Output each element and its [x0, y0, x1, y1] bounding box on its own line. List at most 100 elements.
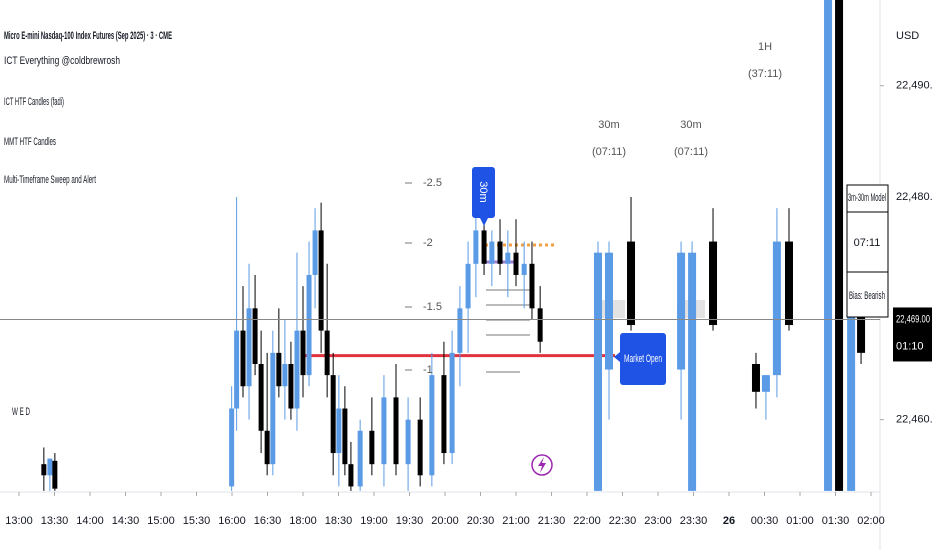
candle-body	[229, 408, 235, 487]
x-tick-label: 23:30	[680, 515, 708, 527]
candle-body	[252, 308, 258, 364]
x-tick-label: 13:00	[5, 515, 33, 527]
x-tick-label: 21:00	[502, 515, 530, 527]
candle-body	[294, 330, 300, 409]
fib-label: -1.5	[423, 301, 442, 313]
candle-body	[677, 252, 686, 370]
candle-body	[417, 419, 423, 476]
candle-body	[537, 308, 543, 342]
candle-body	[529, 263, 535, 309]
candle-body	[772, 241, 781, 376]
candle-body	[47, 458, 53, 476]
x-tick-label: 18:00	[289, 515, 317, 527]
candle-body	[605, 252, 614, 370]
callout-box	[472, 167, 495, 218]
candle-body	[393, 397, 399, 465]
candle-body	[497, 241, 503, 264]
candle-body	[627, 241, 636, 326]
indicator-label[interactable]: ICT Everything @coldbrewrosh	[4, 55, 120, 67]
timeframe-label: 30m	[598, 119, 619, 131]
lightning-icon	[538, 457, 546, 473]
x-tick-label: 15:30	[183, 515, 211, 527]
fib-label: -2	[423, 237, 433, 249]
candle-body	[594, 252, 603, 491]
table-title: 3m-30m Model	[848, 192, 886, 204]
timeframe-label: 1H	[758, 41, 772, 53]
callout-text: Market Open	[624, 353, 662, 365]
candle-body	[429, 375, 435, 476]
candle-body	[521, 263, 527, 275]
candle-body	[709, 241, 718, 326]
model-table	[846, 184, 889, 318]
callout-text: 30m	[477, 181, 489, 202]
candle-body	[336, 408, 342, 454]
indicator-label[interactable]: Multi-Timeframe Sweep and Alert	[4, 174, 96, 186]
fib-label: -2.5	[423, 177, 442, 189]
candle-body	[369, 430, 375, 465]
candle-body	[505, 252, 511, 264]
candle-body	[348, 464, 354, 487]
candle-body	[330, 375, 336, 454]
candle-body	[761, 375, 770, 392]
candle-body	[473, 230, 479, 264]
candle-body	[246, 308, 252, 387]
candle-body	[240, 330, 246, 387]
candle-body	[312, 230, 318, 275]
callout-pointer	[480, 218, 488, 226]
x-tick-label: 01:00	[786, 515, 814, 527]
y-tick-label: 22,460.00	[896, 414, 932, 426]
countdown: 01:10	[896, 340, 924, 352]
candle-body	[405, 419, 411, 465]
candle-body	[835, 0, 844, 491]
chart-title: Micro E-mini Nasdaq-100 Index Futures (S…	[4, 30, 172, 42]
indicator-label[interactable]: ICT HTF Candles (fadi)	[4, 96, 64, 108]
table-timer: 07:11	[854, 237, 881, 249]
x-tick-label: 22:30	[609, 515, 637, 527]
candle-body	[282, 363, 288, 387]
candle-body	[324, 330, 330, 376]
table-bias: Bias: Bearish	[849, 290, 885, 302]
x-tick-label: 13:30	[41, 515, 69, 527]
candle-body	[357, 430, 363, 487]
candle-body	[513, 252, 519, 275]
x-tick-label: 20:00	[431, 515, 459, 527]
candle-body	[857, 308, 866, 353]
y-tick-label: 22,490.00	[896, 80, 932, 92]
candle-body	[824, 0, 833, 491]
candle-body	[465, 263, 471, 309]
candle-body	[270, 352, 276, 465]
candle-body	[457, 308, 463, 353]
x-tick-label: 19:30	[396, 515, 424, 527]
callout-pointer	[614, 352, 620, 362]
candle-body	[52, 460, 58, 489]
candle-body	[276, 352, 282, 387]
candle-body	[41, 464, 47, 476]
x-tick-label: 01:30	[822, 515, 850, 527]
timeframe-timer: (37:11)	[748, 68, 782, 80]
x-tick-label: 02:00	[857, 515, 885, 527]
y-tick-label: 22,480.00	[896, 191, 932, 203]
candle-body	[481, 230, 487, 264]
x-tick-label: 23:00	[644, 515, 672, 527]
timeframe-label: 30m	[680, 119, 701, 131]
candle-body	[449, 352, 455, 454]
candle-body	[258, 363, 264, 431]
timeframe-timer: (07:11)	[674, 146, 708, 158]
x-tick-label: 18:30	[325, 515, 353, 527]
candle-body	[441, 375, 447, 454]
candle-body	[264, 430, 270, 465]
candle-body	[300, 330, 306, 376]
candle-body	[234, 330, 240, 409]
candle-body	[751, 363, 760, 392]
price-label-box	[893, 307, 932, 362]
x-tick-label: 21:30	[538, 515, 566, 527]
indicator-label[interactable]: MMT HTF Candles	[4, 136, 56, 148]
fib-label: -1	[423, 364, 433, 376]
x-tick-label: 19:00	[360, 515, 388, 527]
candle-body	[318, 230, 324, 331]
x-tick-label: 20:30	[467, 515, 495, 527]
candle-body	[381, 397, 387, 465]
x-tick-label: 00:30	[751, 515, 779, 527]
callout-box	[620, 333, 666, 385]
